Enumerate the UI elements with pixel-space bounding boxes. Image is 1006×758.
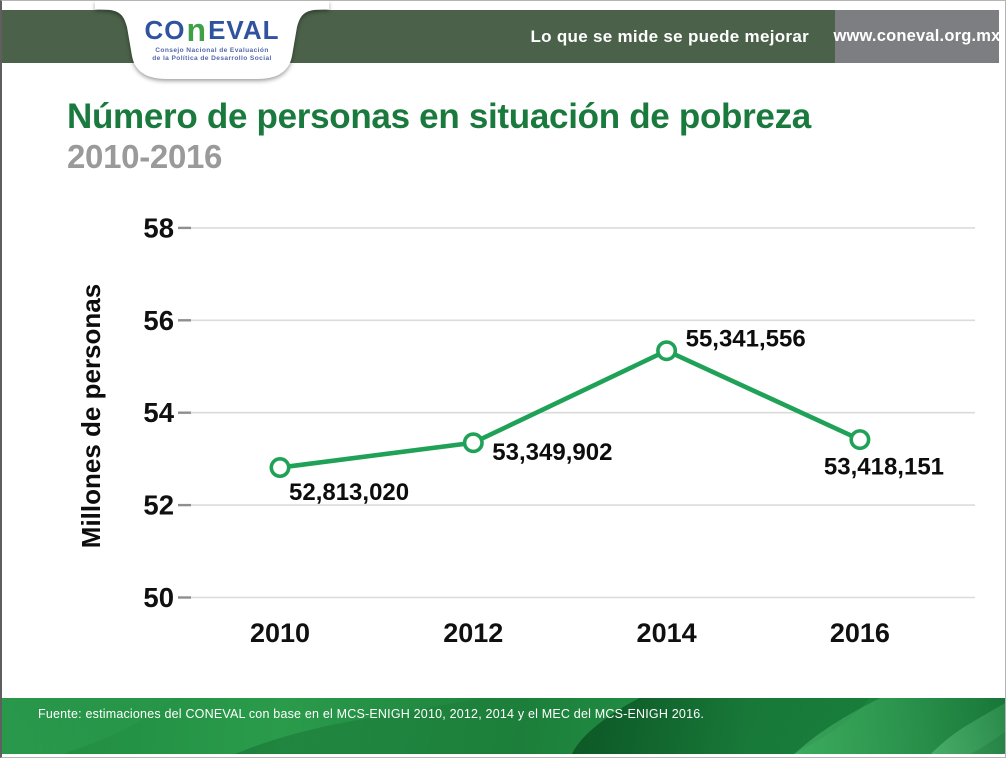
y-tick-label: 56 [143,305,174,336]
bottom-margin [2,754,1005,757]
series-line [277,348,863,470]
data-point-marker [269,457,291,479]
source-note: Fuente: estimaciones del CONEVAL con bas… [38,707,705,721]
page-title: Número de personas en situación de pobre… [67,97,811,136]
data-point-marker [462,432,484,454]
data-point-label: 53,418,151 [824,454,944,481]
y-axis-title: Millones de personas [76,284,106,548]
logo-green-n: n [186,12,208,48]
header-motto: Lo que se mide se puede mejorar [530,27,809,46]
logo-tagline-line1: Consejo Nacional de Evaluación [155,47,269,54]
coneval-logo-tab: COnEVAL Consejo Nacional de Evaluación d… [95,1,329,87]
footer-band: Fuente: estimaciones del CONEVAL con bas… [2,698,1005,754]
logo-tagline-line2: de la Política de Desarrollo Social [152,55,272,62]
x-tick-label: 2014 [637,618,697,648]
data-point-marker [849,429,871,451]
x-tick-label: 2016 [830,618,890,648]
logo-tagline: Consejo Nacional de Evaluación de la Pol… [95,47,329,63]
y-tick-label: 58 [143,212,174,243]
y-tick-label: 54 [143,397,174,428]
website-url[interactable]: www.coneval.org.mx [833,27,1001,45]
logo-part2: EVAL [208,15,280,45]
data-point-label: 52,813,020 [289,479,409,506]
x-tick-label: 2010 [250,618,310,648]
x-tick-label: 2012 [443,618,503,648]
page-subtitle: 2010-2016 [67,138,223,175]
data-point-label: 55,341,556 [686,326,806,353]
data-point-marker [656,340,678,362]
coneval-wordmark: COnEVAL [95,12,329,48]
website-box: www.coneval.org.mx [833,10,1001,63]
logo-part1: CO [144,15,186,45]
data-point-label: 53,349,902 [492,439,612,466]
coneval-logo: COnEVAL Consejo Nacional de Evaluación d… [95,13,329,63]
logo-tab-shape [95,1,329,79]
y-tick-label: 50 [143,582,174,613]
y-tick-label: 52 [143,490,174,521]
